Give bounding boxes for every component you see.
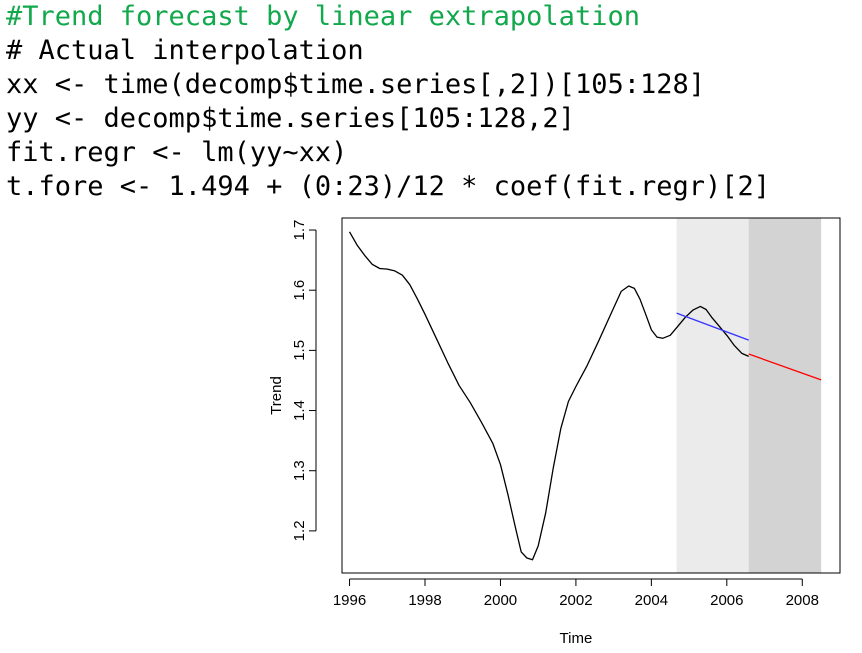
code-line: # Actual interpolation xyxy=(6,35,364,66)
x-tick-label: 2002 xyxy=(559,592,592,609)
code-line: t.fore <- 1.494 + (0:23)/12 * coef(fit.r… xyxy=(6,171,771,202)
x-tick-label: 2004 xyxy=(635,592,668,609)
y-tick-label: 1.2 xyxy=(291,520,308,541)
y-tick-label: 1.6 xyxy=(291,280,308,301)
y-axis-label: Trend xyxy=(268,376,285,415)
x-tick-label: 2008 xyxy=(786,592,819,609)
code-line: xx <- time(decomp$time.series[,2])[105:1… xyxy=(6,69,705,100)
x-tick-label: 2006 xyxy=(710,592,743,609)
x-tick-label: 1996 xyxy=(333,592,366,609)
code-block: #Trend forecast by linear extrapolation #… xyxy=(6,0,770,204)
code-line: fit.regr <- lm(yy~xx) xyxy=(6,137,348,168)
x-tick-label: 1998 xyxy=(408,592,441,609)
y-tick-label: 1.4 xyxy=(291,400,308,421)
code-comment-line: #Trend forecast by linear extrapolation xyxy=(6,1,640,32)
shaded-region-2 xyxy=(748,218,822,573)
series-line-1 xyxy=(348,231,749,561)
code-line: yy <- decomp$time.series[105:128,2] xyxy=(6,103,575,134)
series-line-3 xyxy=(748,353,822,381)
y-tick-label: 1.7 xyxy=(291,220,308,241)
series-line-2 xyxy=(676,312,749,341)
x-axis-label: Time xyxy=(560,630,593,647)
x-tick-label: 2000 xyxy=(484,592,517,609)
shaded-region-1 xyxy=(676,218,749,573)
y-tick-label: 1.3 xyxy=(291,460,308,481)
y-tick-label: 1.5 xyxy=(291,340,308,361)
plot-frame xyxy=(341,217,841,574)
